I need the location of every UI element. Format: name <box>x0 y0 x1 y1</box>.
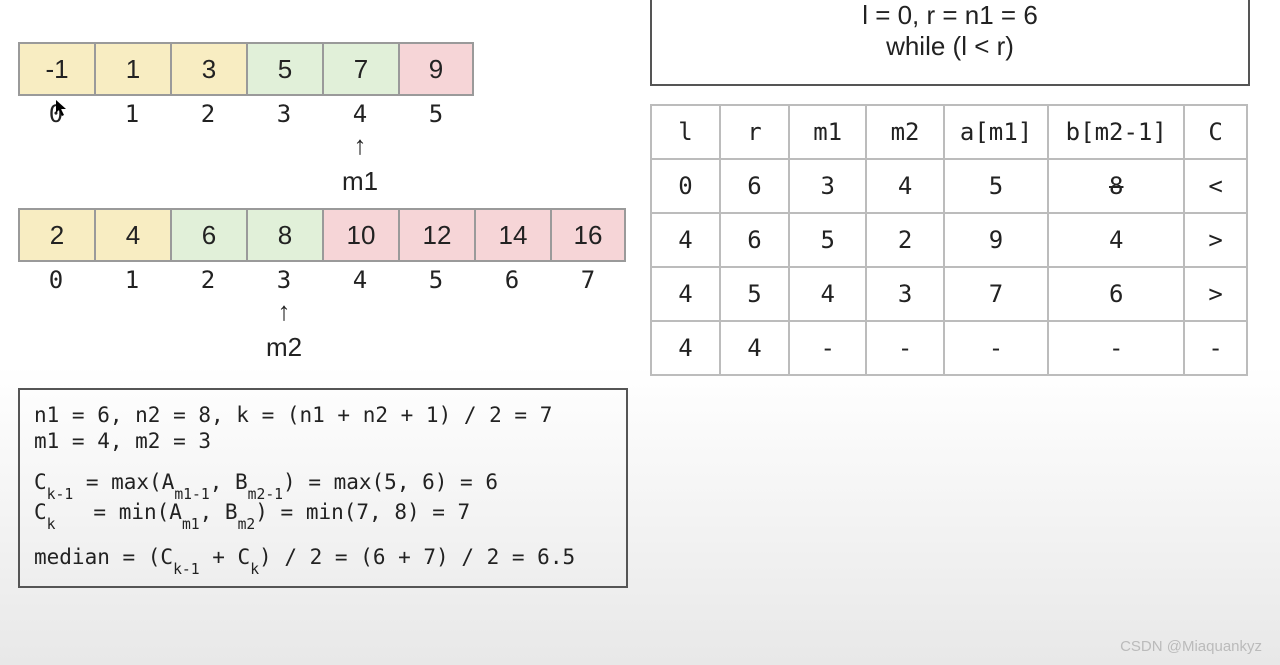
table-cell: 4 <box>720 321 789 375</box>
code-line: m1 = 4, m2 = 3 <box>34 428 612 454</box>
array-cell: 6 <box>170 208 246 262</box>
index-label: 4 <box>322 266 398 294</box>
watermark: CSDN @Miaquankyz <box>1120 638 1262 655</box>
array-cell: 14 <box>474 208 550 262</box>
table-header: m1 <box>789 105 866 159</box>
table-cell: 0 <box>651 159 720 213</box>
pointer-label: m2 <box>246 332 322 363</box>
array-a-pointer: ↑ m1 <box>18 128 628 208</box>
table-row: 465294> <box>651 213 1247 267</box>
loop-line: l = 0, r = n1 = 6 <box>672 0 1228 31</box>
table-cell: 4 <box>651 213 720 267</box>
table-row: 454376> <box>651 267 1247 321</box>
table-cell: 5 <box>720 267 789 321</box>
table-row: 44----- <box>651 321 1247 375</box>
array-a-indices: 012345 <box>18 100 628 128</box>
pointer-arrow-icon: ↑ <box>246 296 322 327</box>
index-label: 2 <box>170 100 246 128</box>
pointer-label: m1 <box>322 166 398 197</box>
array-b: 246810121416 <box>18 208 628 262</box>
index-label: 5 <box>398 266 474 294</box>
table-cell: 3 <box>789 159 866 213</box>
code-line: Ck = min(Am1, Bm2) = min(7, 8) = 7 <box>34 499 612 530</box>
table-header: r <box>720 105 789 159</box>
table-cell: 4 <box>651 321 720 375</box>
array-cell: 16 <box>550 208 626 262</box>
code-line: median = (Ck-1 + Ck) / 2 = (6 + 7) / 2 =… <box>34 544 612 575</box>
table-cell: 6 <box>720 159 789 213</box>
loop-condition-box: l = 0, r = n1 = 6 while (l < r) <box>650 0 1250 86</box>
index-label: 7 <box>550 266 626 294</box>
code-line: Ck-1 = max(Am1-1, Bm2-1) = max(5, 6) = 6 <box>34 469 612 500</box>
table-cell: 3 <box>866 267 943 321</box>
loop-line: while (l < r) <box>672 31 1228 62</box>
table-cell: 4 <box>866 159 943 213</box>
table-cell: - <box>866 321 943 375</box>
index-label: 5 <box>398 100 474 128</box>
derivation-box: n1 = 6, n2 = 8, k = (n1 + n2 + 1) / 2 = … <box>18 388 628 588</box>
table-cell: 4 <box>651 267 720 321</box>
table-cell: > <box>1184 267 1247 321</box>
table-cell: 4 <box>1048 213 1184 267</box>
array-cell: 12 <box>398 208 474 262</box>
table-header: b[m2-1] <box>1048 105 1184 159</box>
table-row: 063458< <box>651 159 1247 213</box>
array-b-indices: 01234567 <box>18 266 628 294</box>
table-cell: 4 <box>789 267 866 321</box>
table-cell: 8 <box>1048 159 1184 213</box>
array-cell: 7 <box>322 42 398 96</box>
table-cell: 5 <box>789 213 866 267</box>
index-label: 0 <box>18 266 94 294</box>
table-header: m2 <box>866 105 943 159</box>
table-cell: 9 <box>944 213 1049 267</box>
array-a: -113579 <box>18 42 628 96</box>
table-cell: 6 <box>1048 267 1184 321</box>
table-header: C <box>1184 105 1247 159</box>
table-cell: 6 <box>720 213 789 267</box>
array-cell: 4 <box>94 208 170 262</box>
array-b-pointer: ↑ m2 <box>18 294 628 374</box>
index-label: 3 <box>246 100 322 128</box>
index-label: 1 <box>94 266 170 294</box>
index-label: 3 <box>246 266 322 294</box>
mouse-cursor-icon <box>56 100 68 119</box>
array-cell: 8 <box>246 208 322 262</box>
table-cell: - <box>789 321 866 375</box>
index-label: 4 <box>322 100 398 128</box>
table-header: a[m1] <box>944 105 1049 159</box>
array-cell: -1 <box>18 42 94 96</box>
table-cell: - <box>1184 321 1247 375</box>
trace-table: lrm1m2a[m1]b[m2-1]C 063458<465294>454376… <box>650 104 1248 376</box>
table-cell: < <box>1184 159 1247 213</box>
table-cell: 7 <box>944 267 1049 321</box>
array-cell: 2 <box>18 208 94 262</box>
table-cell: - <box>1048 321 1184 375</box>
array-cell: 9 <box>398 42 474 96</box>
trace-header-row: lrm1m2a[m1]b[m2-1]C <box>651 105 1247 159</box>
table-cell: 5 <box>944 159 1049 213</box>
table-cell: 2 <box>866 213 943 267</box>
array-cell: 3 <box>170 42 246 96</box>
table-cell: > <box>1184 213 1247 267</box>
array-cell: 10 <box>322 208 398 262</box>
index-label: 6 <box>474 266 550 294</box>
index-label: 2 <box>170 266 246 294</box>
pointer-arrow-icon: ↑ <box>322 130 398 161</box>
array-cell: 1 <box>94 42 170 96</box>
table-header: l <box>651 105 720 159</box>
code-line: n1 = 6, n2 = 8, k = (n1 + n2 + 1) / 2 = … <box>34 402 612 428</box>
array-cell: 5 <box>246 42 322 96</box>
index-label: 1 <box>94 100 170 128</box>
table-cell: - <box>944 321 1049 375</box>
